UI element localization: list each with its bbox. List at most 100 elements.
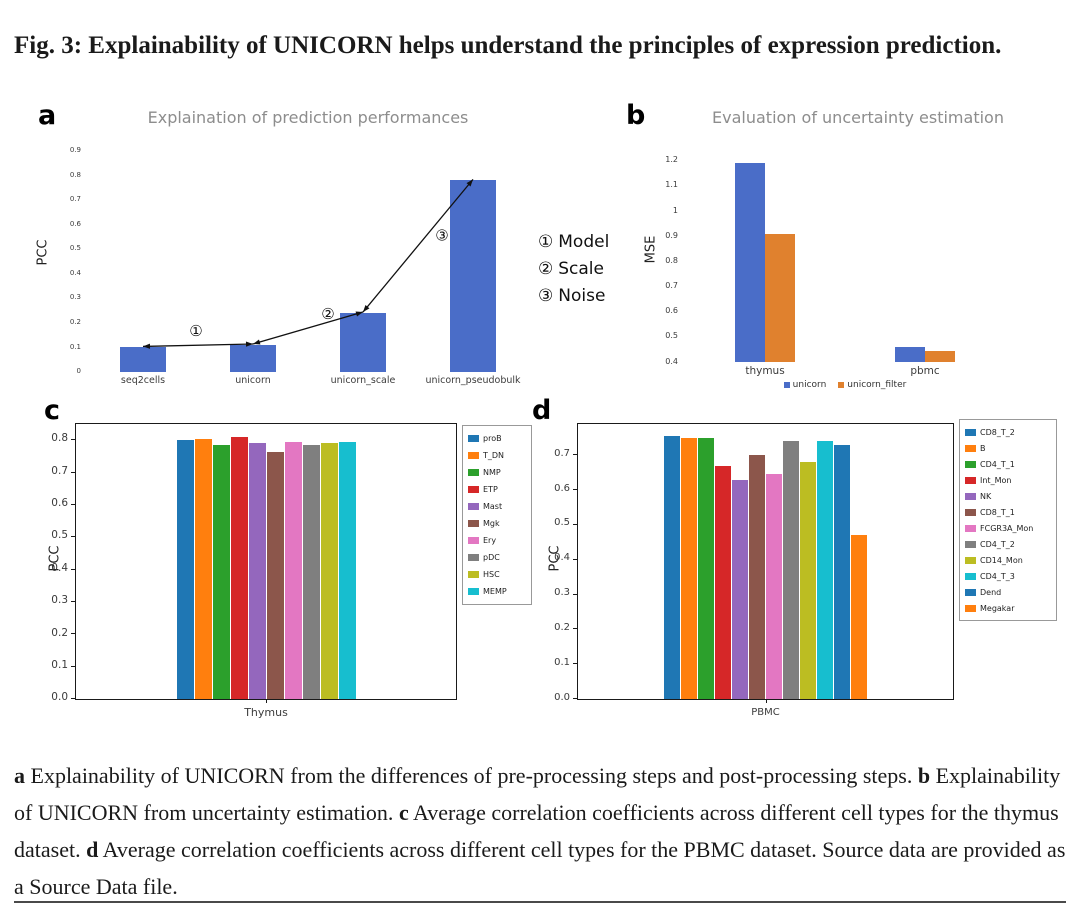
caption-text-c: Average correlation coefficients across … [14, 800, 1059, 862]
legend-swatch [468, 469, 479, 476]
legend-swatch [965, 540, 976, 548]
y-tick-label: 0.5 [554, 517, 570, 529]
circled-number-icon: ① [538, 231, 554, 252]
y-tick-label: 0.5 [69, 244, 81, 253]
legend-item: CD4_T_1 [965, 456, 1051, 472]
legend-item: MEMP [468, 583, 526, 600]
y-tick-label: 1.1 [665, 180, 678, 190]
figure-title: Fig. 3: Explainability of UNICORN helps … [14, 31, 1002, 59]
panel-a-chart-title: Explaination of prediction performances [147, 108, 469, 127]
legend-swatch [468, 452, 479, 459]
legend-swatch [965, 604, 976, 612]
caption-label-b: b [917, 763, 931, 788]
y-tick-label: 0.3 [69, 293, 81, 302]
legend-item: CD8_T_1 [965, 504, 1051, 520]
panel-d: d PCC 0.0 0.1 0.2 0.3 0.4 0.5 0.6 0.7 PBMC CD8_… [532, 393, 1080, 745]
bar-MEMP [338, 441, 356, 699]
panel-b-plot: thymus pbmc unicorn unicorn_filter [685, 148, 1005, 390]
y-tick-label: 0.5 [51, 529, 68, 542]
bar-Mgk [266, 451, 284, 699]
bar-NK [732, 479, 748, 699]
panel-d-legend: CD8_T_2 B CD4_T_1 Int_Mon NK CD8_T_1 FCGR3A_Mo… [959, 419, 1057, 621]
y-tick-mark [71, 698, 75, 699]
bar-unicorn_filter [925, 350, 955, 362]
x-tick-label: seq2cells [120, 375, 166, 386]
bar-unicorn_pseudobulk [450, 180, 496, 372]
y-tick-label: 0.7 [51, 464, 68, 477]
legend-label: CD14_Mon [980, 555, 1023, 565]
legend-item: NMP [468, 464, 526, 481]
legend-item: pDC [468, 549, 526, 566]
panel-a: a Explaination of prediction performance… [30, 100, 615, 392]
legend-swatch [965, 572, 976, 580]
caption-text-a: Explainability of UNICORN from the diffe… [25, 763, 918, 788]
legend-item: Mast [468, 498, 526, 515]
legend-swatch [965, 588, 976, 596]
arrowhead [143, 343, 151, 349]
legend-swatch [965, 444, 976, 452]
legend-label: Megakar [980, 603, 1015, 613]
legend-item: ETP [468, 481, 526, 498]
x-tick-label: thymus [745, 365, 785, 377]
panel-b-y-axis: 0.4 0.5 0.6 0.7 0.8 0.9 1 1.1 1.2 [654, 148, 685, 365]
legend-label: CD4_T_2 [980, 539, 1015, 549]
y-tick-label: 0.3 [51, 594, 68, 607]
y-tick-mark [71, 439, 75, 441]
legend-label: T_DN [483, 451, 505, 460]
bottom-divider [14, 901, 1066, 903]
y-tick-mark [71, 633, 75, 635]
y-tick-mark [573, 593, 577, 595]
legend-label: Ery [483, 536, 497, 545]
x-tick-label: unicorn [235, 375, 271, 386]
y-tick-mark [573, 523, 577, 525]
circled-number-annotation: ① [189, 322, 202, 340]
y-tick-label: 0.3 [554, 587, 570, 599]
legend-swatch [468, 503, 479, 510]
y-tick-label: 0.5 [665, 331, 678, 341]
legend-swatch [468, 537, 479, 544]
annotation-arrows: ① ② ③ [142, 178, 474, 349]
legend-swatch [468, 588, 479, 595]
legend-label: Mgk [483, 519, 500, 528]
y-tick-label: 0.8 [665, 255, 678, 265]
bar-pDC [302, 445, 320, 699]
legend-label: unicorn_filter [847, 380, 907, 390]
panel-a-plot: seq2cells unicorn unicorn_scale unicorn_pse… [88, 146, 528, 386]
legend-label: unicorn [792, 380, 827, 390]
legend-item: T_DN [468, 447, 526, 464]
legend-label: Model [558, 231, 610, 252]
legend-swatch [965, 460, 976, 468]
bar-HSC [320, 443, 338, 699]
legend-item: NK [965, 488, 1051, 504]
y-tick-label: 0.8 [51, 432, 68, 445]
legend-swatch [468, 571, 479, 578]
legend-swatch [965, 476, 976, 484]
bar-unicorn [895, 346, 925, 362]
y-tick-label: 0.0 [51, 691, 68, 704]
figure-caption: a Explainability of UNICORN from the dif… [14, 757, 1068, 905]
y-tick-label: 0.1 [554, 656, 570, 668]
bar-T_DN [194, 438, 212, 699]
panel-c-letter: c [44, 395, 61, 426]
bar-unicorn_filter [765, 233, 795, 362]
legend-label: CD4_T_3 [980, 571, 1015, 581]
y-tick-label: 1.2 [665, 155, 678, 165]
panel-d-y-axis: 0.0 0.1 0.2 0.3 0.4 0.5 0.6 0.7 [543, 423, 577, 702]
legend-label: ETP [483, 485, 498, 494]
legend-swatch [965, 508, 976, 516]
legend-item: proB [468, 430, 526, 447]
y-tick-label: 0.4 [69, 268, 81, 277]
circled-number-annotation: ② [321, 305, 334, 323]
circled-number-annotation: ③ [435, 227, 448, 245]
bar-Ery [284, 441, 302, 699]
legend-swatch [468, 520, 479, 527]
y-tick-label: 0.6 [554, 482, 570, 494]
bar-NMP [212, 445, 230, 699]
x-tick-mark [765, 699, 767, 703]
y-tick-mark [71, 471, 75, 473]
legend-label: NK [980, 491, 992, 501]
legend-label: CD8_T_1 [980, 507, 1015, 517]
legend-label: Scale [558, 258, 604, 279]
bar-CD8_T_2 [664, 436, 680, 699]
